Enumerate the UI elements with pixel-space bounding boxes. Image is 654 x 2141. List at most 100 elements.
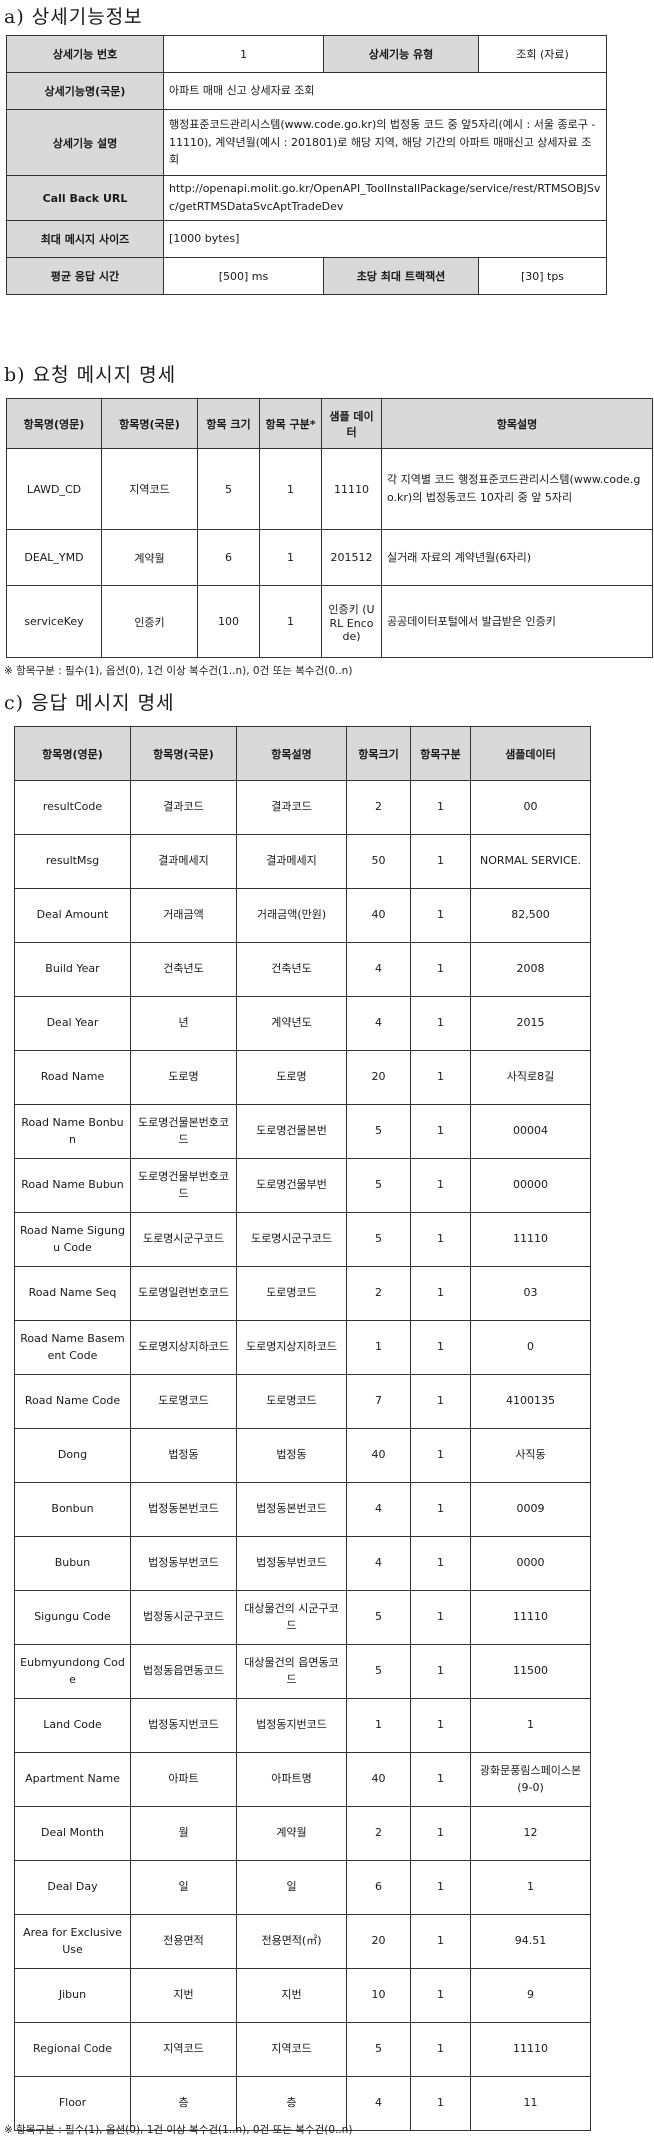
cell: Road Name Seq xyxy=(14,1266,131,1321)
cell: 법정동부번코드 xyxy=(130,1536,237,1591)
cell: 아파트명 xyxy=(236,1752,347,1807)
table-row: resultMsg 결과메세지 결과메세지 50 1 NORMAL SERVICE. xyxy=(14,834,591,889)
resp-col-sample: 샘플데이터 xyxy=(470,726,591,781)
cell: 5 xyxy=(346,1212,411,1267)
response-header-row: 항목명(영문) 항목명(국문) 항목설명 항목크기 항목구분 샘플데이터 xyxy=(14,726,591,781)
cell: 1 xyxy=(259,448,322,530)
resp-col-desc: 항목설명 xyxy=(236,726,347,781)
cell: 법정동지번코드 xyxy=(236,1698,347,1753)
table-row: Bubun 법정동부번코드 법정동부번코드 4 1 0000 xyxy=(14,1536,591,1591)
table-row: Road Name Sigungu Code 도로명시군구코드 도로명시군구코드 5 1… xyxy=(14,1212,591,1267)
cell: 1 xyxy=(410,1482,471,1537)
tps-value: [30] tps xyxy=(478,257,607,295)
table-row: DEAL_YMD 계약월 6 1 201512 실거래 자료의 계약년월(6자리… xyxy=(6,529,653,586)
request-message-table: 항목명(영문) 항목명(국문) 항목 크기 항목 구분* 샘플 데이터 항목설명… xyxy=(6,398,653,658)
cell: 1 xyxy=(410,1266,471,1321)
table-row: Build Year 건축년도 건축년도 4 1 2008 xyxy=(14,942,591,997)
resp-time-label: 평균 응답 시간 xyxy=(6,257,164,295)
cell: 결과메세지 xyxy=(130,834,237,889)
section-b-title: b) 요청 메시지 명세 xyxy=(4,364,177,386)
table-row: serviceKey 인증키 100 1 인증키 (URL Encode) 공공… xyxy=(6,585,653,658)
cell: 1 xyxy=(470,1860,591,1915)
cell: resultMsg xyxy=(14,834,131,889)
cell: Apartment Name xyxy=(14,1752,131,1807)
cell: 6 xyxy=(197,529,260,586)
cell: 82,500 xyxy=(470,888,591,943)
max-size-label: 최대 메시지 사이즈 xyxy=(6,220,164,258)
cell: 1 xyxy=(410,1806,471,1861)
cell: 100 xyxy=(197,585,260,658)
cell: 1 xyxy=(259,529,322,586)
cell: Road Name Bubun xyxy=(14,1158,131,1213)
cell: 거래금액 xyxy=(130,888,237,943)
cell: serviceKey xyxy=(6,585,102,658)
cell: 계약월 xyxy=(236,1806,347,1861)
cell: 5 xyxy=(346,1644,411,1699)
cell: 지번 xyxy=(236,1968,347,2023)
cell: 1 xyxy=(410,1212,471,1267)
cell: 법정동읍면동코드 xyxy=(130,1644,237,1699)
table-row: Road Name Basement Code 도로명지상지하코드 도로명지상지하코… xyxy=(14,1320,591,1375)
cell: 1 xyxy=(410,1968,471,2023)
table-row: Regional Code 지역코드 지역코드 5 1 11110 xyxy=(14,2022,591,2077)
cell: 00004 xyxy=(470,1104,591,1159)
cell: 인증키 (URL Encode) xyxy=(321,585,382,658)
cell: resultCode xyxy=(14,780,131,835)
resp-col-en: 항목명(영문) xyxy=(14,726,131,781)
req-col-sample: 샘플 데이터 xyxy=(321,398,382,449)
cell: 5 xyxy=(346,2022,411,2077)
table-row: Road Name Bubun 도로명건물부번호코드 도로명건물부번 5 1 00000 xyxy=(14,1158,591,1213)
cell: 도로명건물본번호코드 xyxy=(130,1104,237,1159)
cell: 건축년도 xyxy=(236,942,347,997)
cell: 40 xyxy=(346,1752,411,1807)
response-message-table: 항목명(영문) 항목명(국문) 항목설명 항목크기 항목구분 샘플데이터 res… xyxy=(14,726,591,2131)
table-row: Road Name Bonbun 도로명건물본번호코드 도로명건물본번 5 1 00004 xyxy=(14,1104,591,1159)
cell: 0000 xyxy=(470,1536,591,1591)
cell: 도로명코드 xyxy=(130,1374,237,1429)
cell: 40 xyxy=(346,888,411,943)
cell: 인증키 xyxy=(101,585,198,658)
cell: 사직로8길 xyxy=(470,1050,591,1105)
cell: 5 xyxy=(346,1590,411,1645)
cell: Area for Exclusive Use xyxy=(14,1914,131,1969)
cell: Eubmyundong Code xyxy=(14,1644,131,1699)
cell: 2015 xyxy=(470,996,591,1051)
cell: 법정동본번코드 xyxy=(236,1482,347,1537)
cell: Deal Day xyxy=(14,1860,131,1915)
cell: 도로명지상지하코드 xyxy=(236,1320,347,1375)
cell: 전용면적 xyxy=(130,1914,237,1969)
table-row: Bonbun 법정동본번코드 법정동본번코드 4 1 0009 xyxy=(14,1482,591,1537)
cell: 광화문풍림스페이스본(9-0) xyxy=(470,1752,591,1807)
table-row: Deal Amount 거래금액 거래금액(만원) 40 1 82,500 xyxy=(14,888,591,943)
cell: 도로명지상지하코드 xyxy=(130,1320,237,1375)
cell: 4 xyxy=(346,942,411,997)
cell: 2 xyxy=(346,1266,411,1321)
cell: 20 xyxy=(346,1050,411,1105)
cell: LAWD_CD xyxy=(6,448,102,530)
cell: 도로명건물본번 xyxy=(236,1104,347,1159)
cell: 201512 xyxy=(321,529,382,586)
cell: 4 xyxy=(346,996,411,1051)
cell: 6 xyxy=(346,1860,411,1915)
cell: Road Name xyxy=(14,1050,131,1105)
cell: 1 xyxy=(410,1050,471,1105)
cell: 1 xyxy=(470,1698,591,1753)
table-row: Road Name 도로명 도로명 20 1 사직로8길 xyxy=(14,1050,591,1105)
cell: Land Code xyxy=(14,1698,131,1753)
cell: 1 xyxy=(410,780,471,835)
cell: 1 xyxy=(410,2076,471,2131)
req-col-en: 항목명(영문) xyxy=(6,398,102,449)
table-row: Deal Year 년 계약년도 4 1 2015 xyxy=(14,996,591,1051)
cell: 1 xyxy=(410,942,471,997)
cell: 2 xyxy=(346,780,411,835)
cell: 00 xyxy=(470,780,591,835)
cell: 실거래 자료의 계약년월(6자리) xyxy=(381,529,653,586)
cell: Jibun xyxy=(14,1968,131,2023)
function-info-table: 상세기능 번호 1 상세기능 유형 조회 (자료) 상세기능명(국문) 아파트 … xyxy=(6,35,607,295)
cell: 결과코드 xyxy=(236,780,347,835)
callback-url-label: Call Back URL xyxy=(6,175,164,221)
table-row: Road Name Seq 도로명일련번호코드 도로명코드 2 1 03 xyxy=(14,1266,591,1321)
cell: Dong xyxy=(14,1428,131,1483)
cell: 도로명시군구코드 xyxy=(130,1212,237,1267)
tps-label: 초당 최대 트랙잭션 xyxy=(323,257,479,295)
